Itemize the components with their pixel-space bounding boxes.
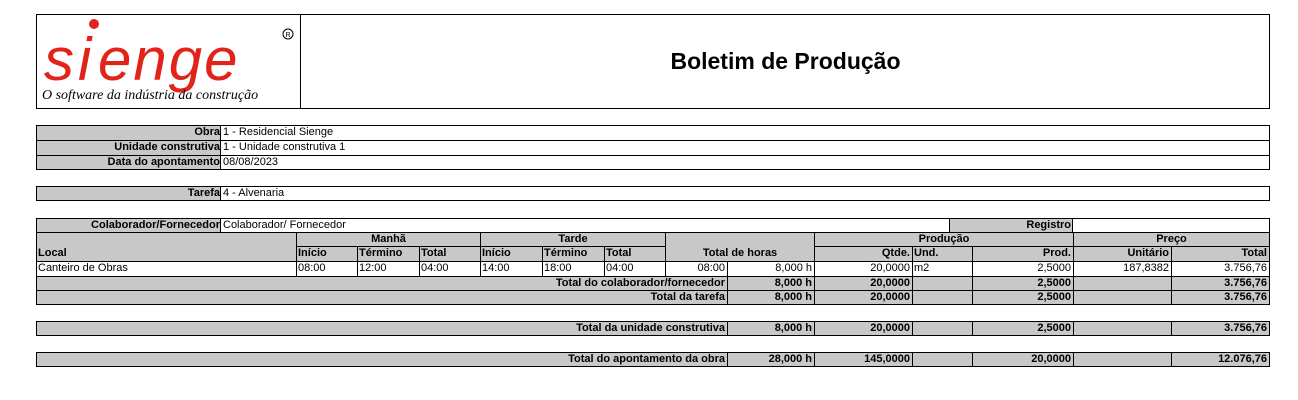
total-unidade-label: Total da unidade construtiva <box>576 322 725 334</box>
total-colab-qtde: 20,0000 <box>870 277 910 289</box>
total-tarefa-qtde: 20,0000 <box>870 291 910 303</box>
group-producao: Produção <box>918 233 970 245</box>
total-obra-horas: 28,000 h <box>768 353 812 365</box>
row-local: Canteiro de Obras <box>38 262 128 274</box>
svg-text:s: s <box>44 26 77 93</box>
row-total: 3.756,76 <box>1224 262 1267 274</box>
column-header-band <box>37 233 1269 261</box>
unidade-label: Unidade construtiva <box>114 141 220 153</box>
row-qtde: 20,0000 <box>870 262 910 274</box>
sienge-logo: s i enge R <box>44 19 294 93</box>
obra-label: Obra <box>194 126 220 138</box>
total-unidade-horas: 8,000 h <box>774 322 812 334</box>
total-unidade-total: 3.756,76 <box>1224 322 1267 334</box>
row-tarde-termino: 18:00 <box>544 262 572 274</box>
total-colab-label: Total do colaborador/fornecedor <box>555 277 725 289</box>
row-manha-inicio: 08:00 <box>298 262 326 274</box>
col-qtde: Qtde. <box>881 247 910 259</box>
total-unidade-qtde: 20,0000 <box>870 322 910 334</box>
info-block <box>36 125 1270 170</box>
production-table <box>36 218 1270 305</box>
report-header <box>36 14 1270 109</box>
col-manha-inicio: Início <box>298 247 327 259</box>
registro-label-bg <box>949 219 1073 232</box>
logo-tagline: O software da indústria da construção <box>42 88 259 103</box>
colab-label-bg <box>37 219 221 232</box>
col-und: Und. <box>914 247 939 259</box>
total-obra-qtde: 145,0000 <box>864 353 910 365</box>
total-unidade-prod: 2,5000 <box>1037 322 1071 334</box>
col-unitario: Unitário <box>1127 247 1169 259</box>
registro-label: Registro <box>1026 219 1071 231</box>
group-manha: Manhã <box>371 233 406 245</box>
col-manha-termino: Término <box>359 247 403 259</box>
row-horas-h: 8,000 h <box>775 262 812 274</box>
col-manha-total: Total <box>421 247 447 259</box>
tarefa-value: 4 - Alvenaria <box>223 187 285 199</box>
svg-text:i: i <box>78 26 93 93</box>
total-tarefa-total: 3.756,76 <box>1224 291 1267 303</box>
total-tarefa-label: Total da tarefa <box>650 291 725 303</box>
svg-text:R: R <box>286 32 291 39</box>
row-horas-hhmm: 08:00 <box>697 262 725 274</box>
total-colab-prod: 2,5000 <box>1037 277 1071 289</box>
colab-label: Colaborador/Fornecedor <box>91 219 220 231</box>
col-tarde-total: Total <box>606 247 632 259</box>
info-label-column <box>37 126 221 169</box>
group-tarde: Tarde <box>558 233 588 245</box>
col-preco-total: Total <box>1241 247 1267 259</box>
colab-value: Colaborador/ Fornecedor <box>223 219 346 231</box>
total-obra-total: 12.076,76 <box>1218 353 1267 365</box>
col-local: Local <box>38 247 67 259</box>
col-tarde-termino: Término <box>544 247 588 259</box>
data-label: Data do apontamento <box>107 156 220 168</box>
total-obra-row <box>36 352 1270 367</box>
row-und: m2 <box>914 262 930 274</box>
svg-text:enge: enge <box>98 26 239 93</box>
group-preco: Preço <box>1156 233 1187 245</box>
row-tarde-inicio: 14:00 <box>482 262 510 274</box>
total-obra-label: Total do apontamento da obra <box>568 353 725 365</box>
unidade-value: 1 - Unidade construtiva 1 <box>223 141 346 153</box>
total-unidade-row <box>36 321 1270 336</box>
data-value: 08/08/2023 <box>223 156 279 168</box>
group-total-horas: Total de horas <box>702 247 778 259</box>
total-tarefa-horas: 8,000 h <box>774 291 812 303</box>
row-tarde-total: 04:00 <box>606 262 634 274</box>
tarefa-label: Tarefa <box>187 187 220 199</box>
total-tarefa-prod: 2,5000 <box>1037 291 1071 303</box>
row-manha-termino: 12:00 <box>359 262 387 274</box>
tarefa-row <box>36 186 1270 201</box>
row-prod: 2,5000 <box>1037 262 1071 274</box>
total-colab-horas: 8,000 h <box>774 277 812 289</box>
total-colab-total: 3.756,76 <box>1224 277 1267 289</box>
row-unitario: 187,8382 <box>1123 262 1169 274</box>
total-obra-prod: 20,0000 <box>1031 353 1071 365</box>
logo-area: s i enge R O software da indústria da co… <box>36 14 301 109</box>
col-prod: Prod. <box>1042 247 1071 259</box>
obra-value: 1 - Residencial Sienge <box>223 126 334 138</box>
col-tarde-inicio: Início <box>482 247 511 259</box>
tarefa-label-bg <box>37 187 221 200</box>
row-manha-total: 04:00 <box>421 262 449 274</box>
page-title: Boletim de Produção <box>670 48 901 74</box>
